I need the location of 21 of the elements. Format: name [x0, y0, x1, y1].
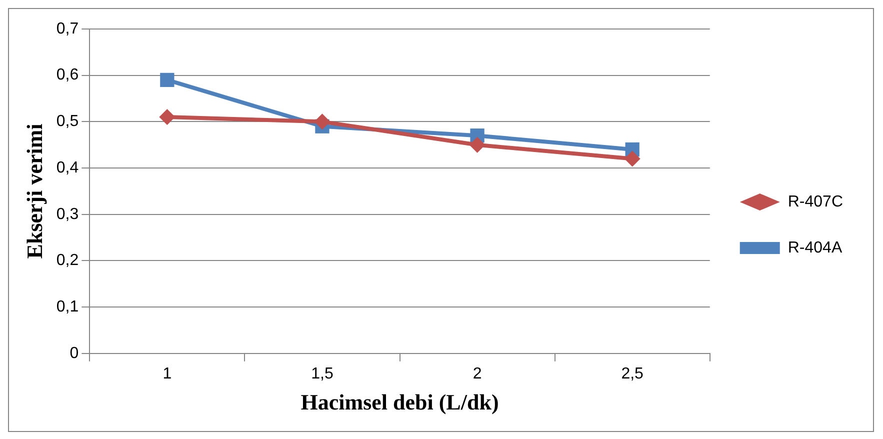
x-tick-label: 2 — [472, 365, 482, 382]
point — [469, 136, 486, 153]
y-tick-label: 0,3 — [56, 206, 79, 223]
y-axis-title: Ekserji verimi — [22, 124, 47, 259]
y-tick-label: 0,7 — [56, 20, 79, 38]
legend-label: R-404A — [788, 239, 842, 256]
point — [624, 150, 640, 167]
x-tick-label: 1,5 — [311, 365, 334, 382]
y-tick-label: 0,2 — [56, 252, 79, 270]
legend-label: R-407C — [788, 193, 844, 210]
y-tick-label: 0,1 — [56, 298, 79, 316]
x-tick-label: 1 — [162, 365, 172, 382]
point — [159, 109, 176, 126]
y-tick-label: 0,5 — [56, 113, 79, 130]
point — [160, 72, 174, 88]
point — [314, 114, 330, 130]
y-tick-label: 0,6 — [56, 66, 79, 84]
x-axis-title: Hacimsel debi (L/dk) — [300, 389, 499, 414]
y-tick-label: 0 — [70, 344, 79, 362]
x-tick-label: 2,5 — [621, 365, 644, 382]
y-tick-label: 0,4 — [56, 159, 79, 176]
